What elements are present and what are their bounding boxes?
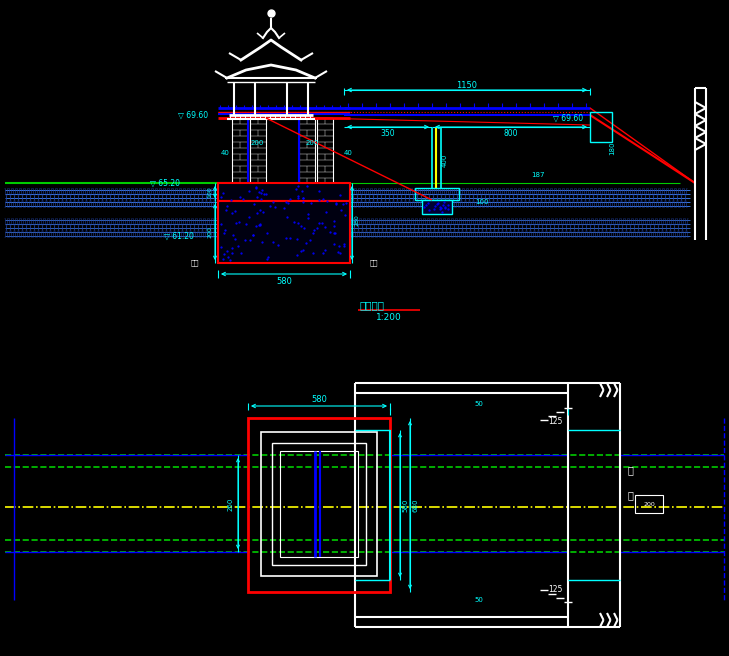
Text: 400: 400 <box>442 154 448 167</box>
Text: 纵断面图: 纵断面图 <box>360 300 385 310</box>
Text: 200: 200 <box>305 140 319 146</box>
Text: 350: 350 <box>381 129 395 138</box>
Bar <box>299 118 315 193</box>
Text: 40: 40 <box>221 150 230 156</box>
Text: 125: 125 <box>548 417 562 426</box>
Text: 1150: 1150 <box>456 81 477 89</box>
Bar <box>415 188 459 200</box>
Text: ▽ 69.60: ▽ 69.60 <box>553 113 583 123</box>
Text: 200: 200 <box>208 226 212 238</box>
Bar <box>422 200 452 214</box>
Text: 580: 580 <box>402 499 408 512</box>
Text: 680: 680 <box>413 499 419 512</box>
Text: 50: 50 <box>475 401 483 407</box>
Text: 800: 800 <box>504 129 518 138</box>
Text: 580: 580 <box>276 276 292 285</box>
Bar <box>232 118 248 193</box>
Bar <box>250 118 266 193</box>
Text: 200: 200 <box>643 501 655 506</box>
Text: 40: 40 <box>343 150 352 156</box>
Text: 100: 100 <box>475 199 488 205</box>
Bar <box>590 112 612 142</box>
Text: 路堤: 路堤 <box>370 260 378 266</box>
Bar <box>218 183 350 201</box>
Bar <box>317 118 333 193</box>
Bar <box>261 432 377 576</box>
Bar <box>280 451 358 557</box>
Text: ▽ 69.60: ▽ 69.60 <box>178 110 208 119</box>
Text: 顶: 顶 <box>627 490 633 500</box>
Text: 1:200: 1:200 <box>376 314 402 323</box>
Bar <box>635 495 663 513</box>
Bar <box>248 418 390 592</box>
Text: 坝: 坝 <box>627 465 633 475</box>
Bar <box>272 443 366 565</box>
Text: 280: 280 <box>354 214 359 226</box>
Text: 200: 200 <box>250 140 264 146</box>
Text: ▽ 61.20: ▽ 61.20 <box>164 232 194 241</box>
Text: 125: 125 <box>548 586 562 594</box>
Text: 260: 260 <box>228 497 234 510</box>
Text: 187: 187 <box>531 172 545 178</box>
Text: 180: 180 <box>609 141 615 155</box>
Text: 路堤: 路堤 <box>191 260 199 266</box>
Text: 50: 50 <box>475 597 483 603</box>
Bar <box>218 201 350 263</box>
Text: 580: 580 <box>311 396 327 405</box>
Text: 100: 100 <box>208 186 212 198</box>
Text: ▽ 65.20: ▽ 65.20 <box>150 178 180 188</box>
